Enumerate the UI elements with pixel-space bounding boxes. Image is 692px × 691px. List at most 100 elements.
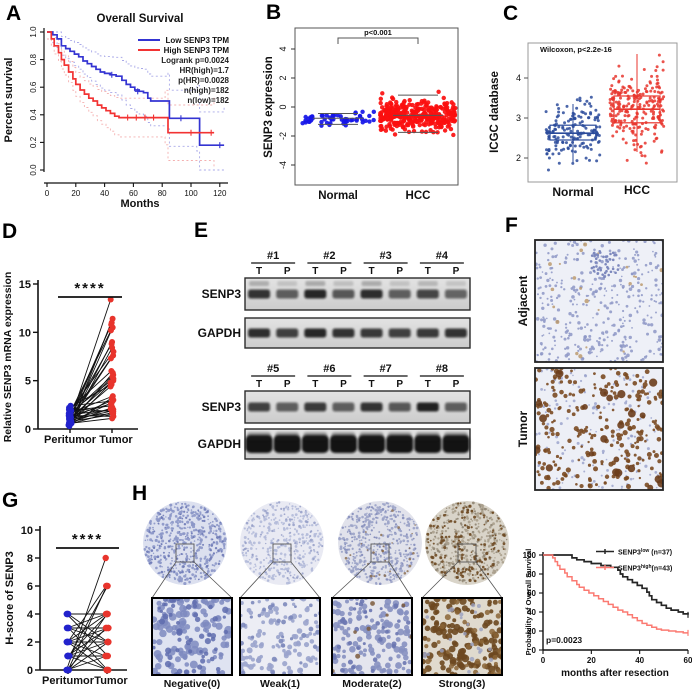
blot-row-label: SENP3 [202,400,242,414]
jitter-group-hcc [608,53,666,165]
lane-label: P [396,379,403,390]
y-tick-label: 0.6 [29,81,38,93]
ihc-image-tumor [535,368,663,490]
category-label: HCC [624,183,650,197]
core-selection-box [175,543,195,563]
stat-text: n(high)=182 [184,86,230,95]
km-curve [47,31,214,134]
lane-label: P [453,379,460,390]
lane-label: P [396,266,403,277]
panel-a-km-plot: Overall Survival 0.0 0.2 0.4 0.6 0.8 1.0 0 20 40 6… [0,0,235,212]
stat-text: Logrank p=0.0024 [161,56,229,65]
pair-lines [66,557,109,671]
x-tick-label: 60 [684,656,692,665]
y-tick-label: 2 [27,637,33,649]
pairs-plot: 0 2 4 6 8 10 H-score of SENP3 **** Peritumor Tumo… [4,525,128,687]
category-label: Peritumor [44,434,97,446]
category-label: Peritumor [42,675,95,687]
y-axis-label: Probability of Overall Survival [524,549,533,656]
km-overall-survival: Overall Survival 0.0 0.2 0.4 0.6 0.8 1.0 0 20 40 6… [3,13,230,210]
lane-label: T [369,379,375,390]
score-label: Moderate(2) [342,678,402,690]
core-selection-box [457,543,477,563]
lane-label: P [284,379,291,390]
chart-title: Overall Survival [97,13,184,25]
sig-stars: **** [74,280,105,297]
x-tick-label: 80 [158,189,167,198]
lane-label: P [453,266,460,277]
y-tick-label: 4 [516,73,521,83]
ci-curve [47,38,215,169]
dot-group-normal [300,109,377,128]
panel-a-label: A [6,2,22,25]
sample-label: #3 [380,250,392,262]
stat-text: Wilcoxon, p<2.2e-16 [540,45,612,54]
legend-label: High SENP3 TPM [164,46,230,55]
sample-label: #8 [436,363,448,375]
lane-label: P [340,379,347,390]
y-tick-label: 0 [532,646,537,655]
x-tick-label: 40 [635,656,644,665]
score-label: Weak(1) [260,678,300,690]
zoomed-region [240,598,320,675]
tissue-core [240,501,324,585]
y-tick-label: 2 [278,75,288,80]
pair-lines [68,299,114,427]
sample-label: #1 [267,250,279,262]
panel-c-box-plot: 2 3 4 ICGC database Wilcoxon, p<2.2e-16 Norma… [465,0,692,212]
y-tick-label: 8 [27,553,33,565]
panel-e-western-blot: #1 T P #2 T P #3 T P #4 T P SENP3 GAPDH #5 T P #6 T P #7 T P #8… [150,209,480,461]
ci-curve [47,38,225,171]
y-tick-label: 0 [27,665,33,677]
panel-c-label: C [503,2,519,25]
ihc-row-label: Adjacent [516,276,530,327]
sig-bracket [337,37,419,44]
x-tick-label: 120 [213,189,227,198]
x-tick-label: 60 [129,189,138,198]
score-label: Strong(3) [439,678,486,690]
km-curve [47,31,225,147]
pairs-plot: 0 5 10 15 Relative SENP3 mRNA expression ****… [2,272,138,446]
lane-label: P [284,266,291,277]
y-tick-label: 0 [278,104,288,109]
zoomed-region [152,598,232,675]
y-tick-label: 0.2 [29,136,38,148]
score-label: Negative(0) [164,678,221,690]
sample-label: #4 [436,250,449,262]
lane-label: T [256,379,262,390]
ihc-image-adjacent [535,240,663,362]
tissue-core [338,501,422,585]
sig-label: p<0.001 [364,28,392,37]
western-blot: #1 T P #2 T P #3 T P #4 T P SENP3 GAPDH #5 T P #6 T P #7 T P #8… [198,250,471,460]
category-label: Normal [552,185,593,199]
box-icgc-database: 2 3 4 ICGC database Wilcoxon, p<2.2e-16 Norma… [489,42,678,199]
ci-curve [47,31,215,106]
x-tick-label: 20 [587,656,596,665]
y-axis-label: SENP3 expression [263,56,275,158]
category-label: HCC [406,190,431,202]
y-tick-label: -4 [278,161,288,169]
tissue-core [143,501,227,585]
y-tick-label: 2 [516,153,521,163]
panel-e-label: E [194,219,209,242]
stat-text: n(low)=182 [187,96,229,105]
panel-b-strip-plot: -4 -2 0 2 4 SENP3 expression p<0.001 Normal HCC [235,0,465,212]
lane-label: P [340,266,347,277]
y-tick-label: 0.8 [29,53,38,65]
core-selection-box [370,543,390,563]
y-tick-label: 0 [25,424,31,436]
blot-row-label: SENP3 [202,287,242,301]
y-tick-label: -2 [278,132,288,140]
panel-f-label: F [505,214,518,237]
y-tick-label: 3 [516,113,521,123]
y-tick-label: 100 [523,551,537,560]
x-axis-label: Months [120,198,159,210]
y-axis-label: ICGC database [489,71,501,153]
sample-label: #2 [323,250,335,262]
y-tick-label: 10 [21,525,33,537]
dot-group-hcc [378,89,458,138]
sample-label: #6 [323,363,335,375]
y-tick-label: 20 [527,627,536,636]
